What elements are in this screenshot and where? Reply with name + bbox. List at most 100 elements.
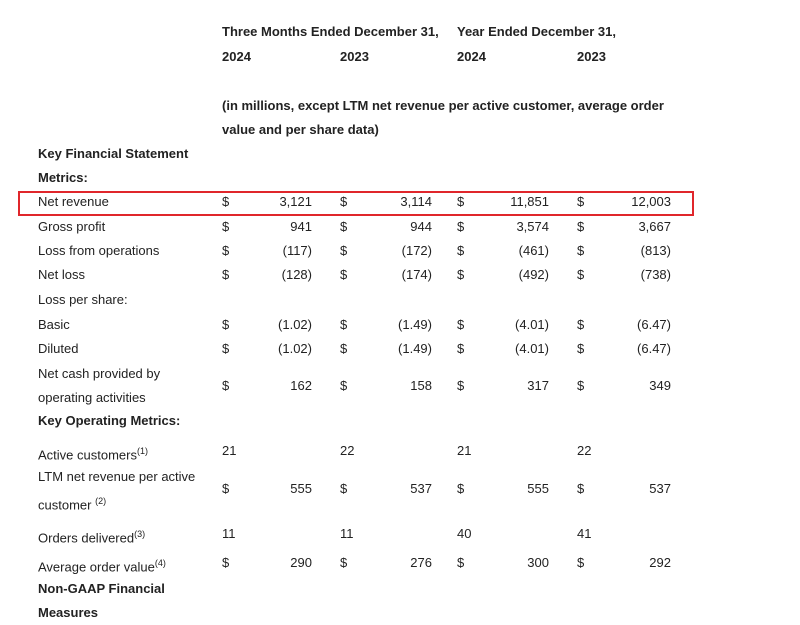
- footnote-ref: (2): [95, 496, 107, 506]
- footnote-ref: (1): [136, 446, 148, 456]
- cell-value: 537: [649, 481, 671, 496]
- cell-value: (6.47): [637, 317, 671, 332]
- currency-symbol: $: [222, 219, 230, 234]
- cell-value: 11,851: [510, 194, 549, 209]
- currency-symbol: $: [222, 341, 230, 356]
- row-label: Net cash provided by operating activitie…: [38, 362, 206, 410]
- cell-value: 941: [290, 219, 312, 234]
- cell-value: 3,667: [638, 219, 671, 234]
- row-label: Basic: [38, 313, 206, 337]
- cell-value: 3,574: [516, 219, 549, 234]
- cell-value: 11: [222, 526, 236, 541]
- currency-symbol: $: [340, 555, 348, 570]
- cell-value: (1.02): [278, 317, 312, 332]
- currency-symbol: $: [340, 317, 348, 332]
- cell-value: (738): [640, 267, 671, 282]
- currency-symbol: $: [340, 243, 348, 258]
- row-label: Net revenue: [38, 190, 206, 214]
- currency-symbol: $: [457, 317, 465, 332]
- cell-value: 555: [527, 481, 549, 496]
- cell-value: (6.47): [637, 341, 671, 356]
- label-text: Loss from operations: [38, 243, 160, 258]
- currency-symbol: $: [222, 243, 230, 258]
- currency-symbol: $: [340, 219, 348, 234]
- cell-value: 21: [457, 443, 472, 458]
- cell-value: 21: [222, 443, 237, 458]
- cell-value: 292: [649, 555, 671, 570]
- cell-value: (461): [518, 243, 549, 258]
- cell-value: (4.01): [515, 317, 549, 332]
- label-text: Net loss: [38, 267, 85, 282]
- currency-symbol: $: [340, 378, 348, 393]
- currency-symbol: $: [457, 378, 465, 393]
- label-text: LTM net revenue per active customer: [38, 469, 196, 513]
- cell-value: 162: [290, 378, 312, 393]
- cell-value: 12,003: [631, 194, 671, 209]
- currency-symbol: $: [222, 317, 230, 332]
- row-label: Active customers(1): [38, 439, 206, 467]
- label-text: Key Financial Statement Metrics:: [38, 146, 189, 185]
- cell-value: 3,114: [400, 194, 432, 209]
- cell-value: (117): [282, 243, 312, 258]
- currency-symbol: $: [577, 219, 585, 234]
- currency-symbol: $: [577, 555, 585, 570]
- row-label: Loss per share:: [38, 288, 206, 312]
- cell-value: 300: [527, 555, 549, 570]
- currency-symbol: $: [577, 481, 585, 496]
- currency-symbol: $: [577, 243, 585, 258]
- cell-value: 317: [527, 378, 549, 393]
- currency-symbol: $: [457, 555, 465, 570]
- currency-symbol: $: [340, 481, 348, 496]
- currency-symbol: $: [222, 194, 230, 209]
- currency-symbol: $: [340, 194, 348, 209]
- currency-symbol: $: [222, 378, 230, 393]
- row-label: LTM net revenue per active customer (2): [38, 465, 206, 517]
- currency-symbol: $: [222, 267, 230, 282]
- cell-value: 3,121: [279, 194, 312, 209]
- currency-symbol: $: [457, 194, 465, 209]
- currency-symbol: $: [457, 267, 465, 282]
- footnote-ref: (3): [134, 529, 146, 539]
- label-text: Non-GAAP Financial Measures: [38, 581, 165, 620]
- cell-value: (1.49): [398, 317, 432, 332]
- cell-value: 40: [457, 526, 472, 541]
- period-header: Three Months Ended December 31,: [222, 24, 439, 39]
- cell-value: 41: [577, 526, 592, 541]
- cell-value: 22: [577, 443, 592, 458]
- label-text: Orders delivered: [38, 530, 135, 546]
- currency-symbol: $: [222, 481, 230, 496]
- row-label: Loss from operations: [38, 239, 206, 263]
- label-text: Net revenue: [38, 194, 109, 209]
- year-header: 2023: [340, 49, 369, 64]
- page: Three Months Ended December 31, Year End…: [18, 24, 694, 620]
- row-label: Orders delivered(3): [38, 522, 206, 550]
- year-header: 2024: [457, 49, 486, 64]
- cell-value: (4.01): [515, 341, 549, 356]
- label-text: Loss per share:: [38, 292, 128, 307]
- currency-symbol: $: [577, 341, 585, 356]
- cell-value: 555: [290, 481, 312, 496]
- cell-value: 22: [340, 443, 355, 458]
- cell-value: (172): [401, 243, 432, 258]
- currency-symbol: $: [577, 378, 585, 393]
- label-text: Average order value: [38, 559, 155, 575]
- cell-value: (1.02): [278, 341, 312, 356]
- row-label: Net loss: [38, 263, 206, 287]
- cell-value: 276: [410, 555, 432, 570]
- highlight-box: [18, 191, 694, 216]
- currency-symbol: $: [340, 341, 348, 356]
- currency-symbol: $: [577, 267, 585, 282]
- label-text: Net cash provided by operating activitie…: [38, 366, 161, 405]
- row-label: Diluted: [38, 337, 206, 361]
- section-heading: Key Financial Statement Metrics:: [38, 142, 206, 190]
- cell-value: (492): [518, 267, 549, 282]
- row-label: Gross profit: [38, 215, 206, 239]
- cell-value: 944: [410, 219, 432, 234]
- section-heading: Key Operating Metrics:: [38, 409, 206, 433]
- currency-symbol: $: [577, 317, 585, 332]
- label-text: Gross profit: [38, 219, 106, 234]
- currency-symbol: $: [457, 243, 465, 258]
- cell-value: (813): [640, 243, 671, 258]
- units-note: (in millions, except LTM net revenue per…: [222, 98, 664, 137]
- row-label: Average order value(4): [38, 551, 206, 579]
